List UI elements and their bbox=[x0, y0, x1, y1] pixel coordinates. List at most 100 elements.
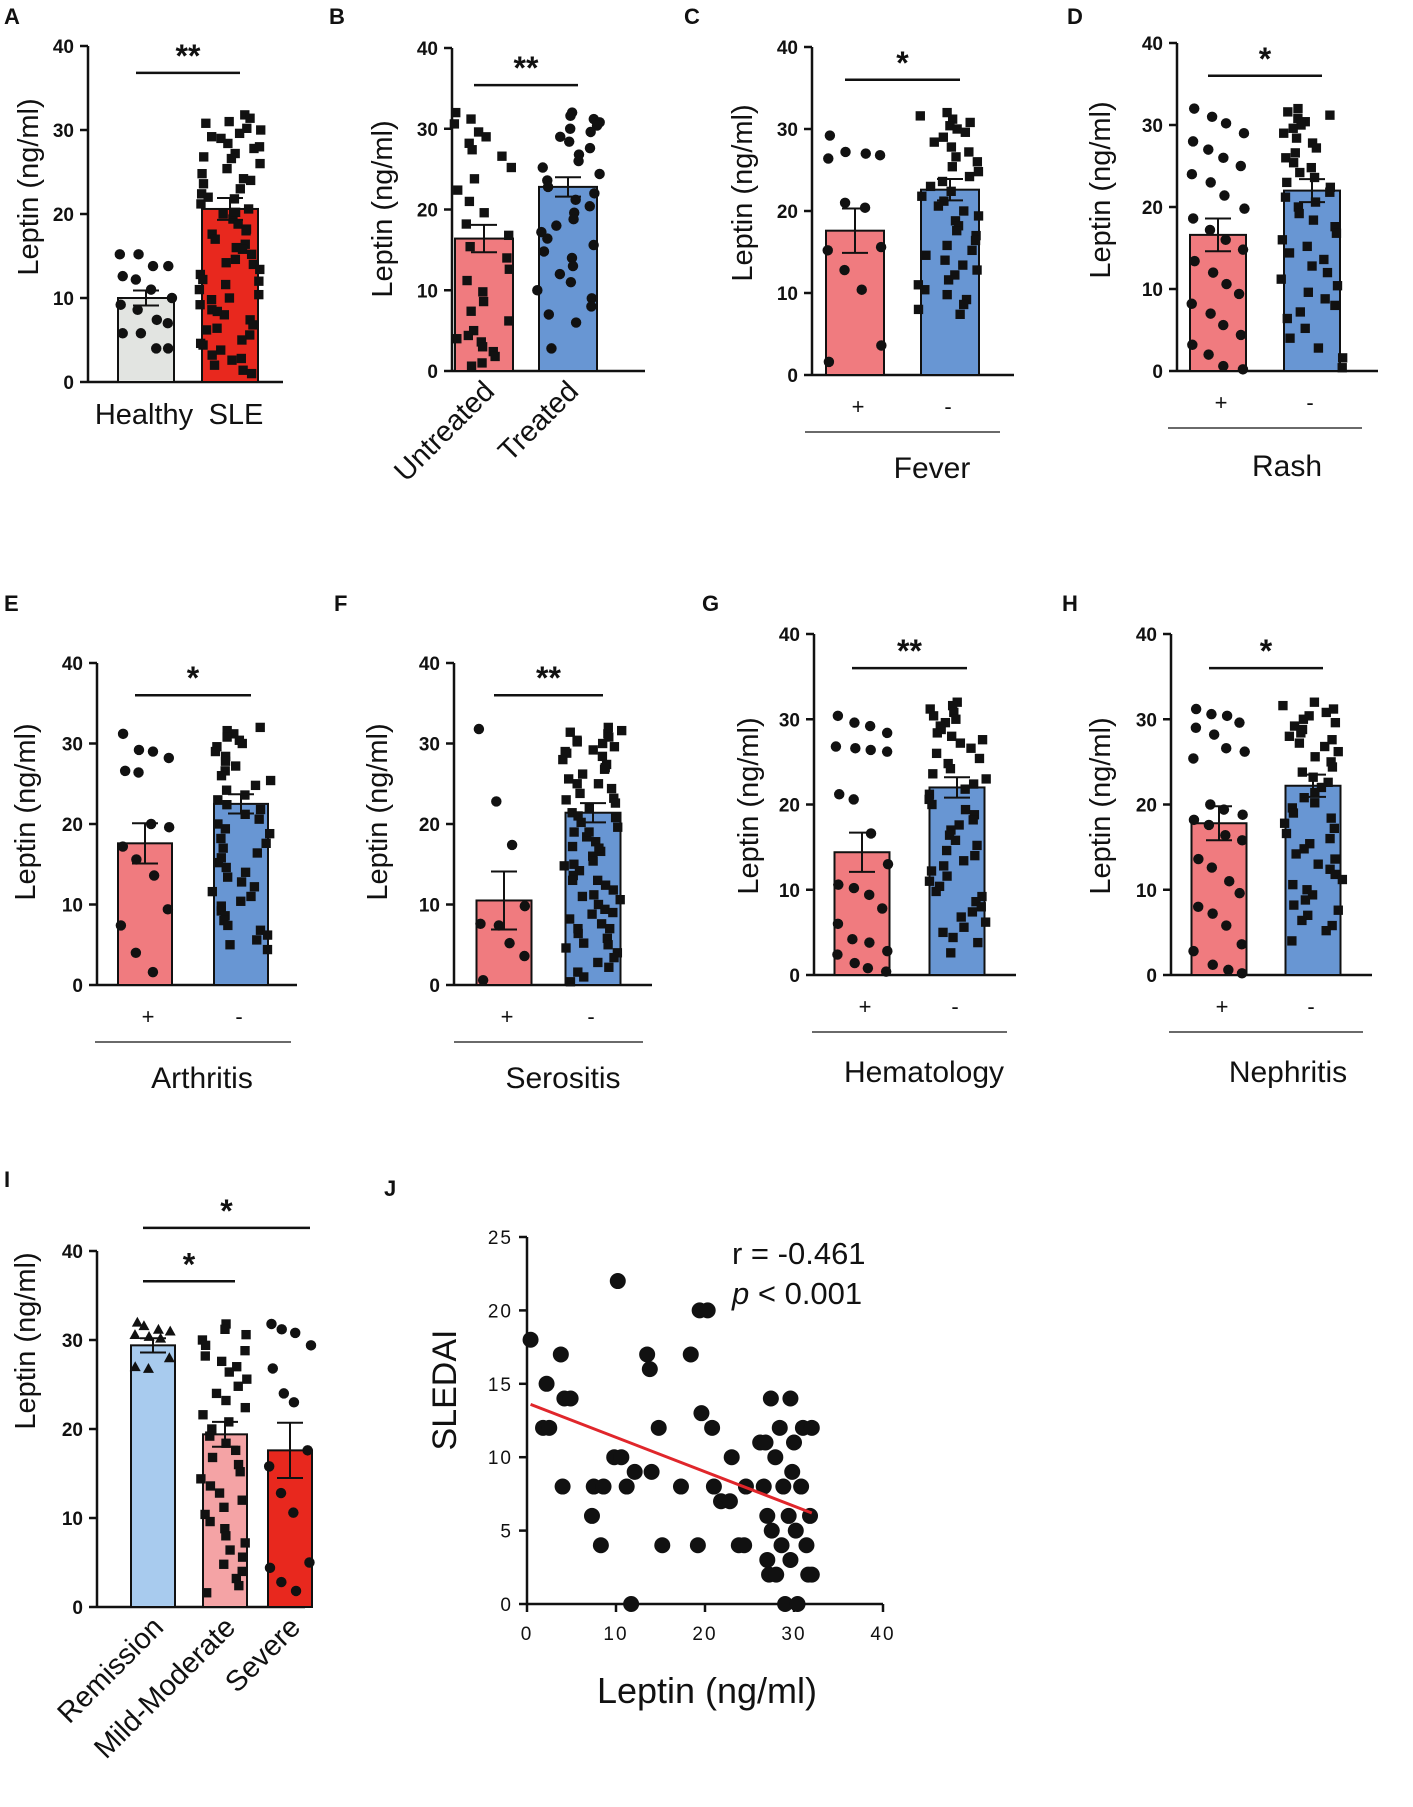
data-point-e bbox=[133, 767, 144, 778]
data-point-i bbox=[200, 1509, 210, 1520]
data-point-e bbox=[213, 857, 224, 868]
data-point-a bbox=[237, 335, 247, 345]
data-point-b bbox=[570, 317, 582, 328]
data-point-i bbox=[224, 1367, 234, 1377]
data-point-i bbox=[266, 1318, 277, 1330]
data-point-h bbox=[1236, 968, 1248, 979]
panel-f: F Leptin (ng/ml) 0 10 20 30 40 + - ** Serositis bbox=[334, 591, 652, 1095]
scatter-point-j bbox=[803, 1566, 820, 1583]
scatter-point-j bbox=[623, 1596, 640, 1612]
data-point-d bbox=[1337, 363, 1347, 373]
data-point-e bbox=[147, 966, 159, 978]
data-point-a bbox=[197, 169, 207, 179]
data-point-a bbox=[242, 123, 252, 133]
significance-stars-b: ** bbox=[514, 50, 539, 86]
data-point-g bbox=[954, 820, 964, 830]
data-point-b bbox=[506, 162, 516, 173]
data-point-b bbox=[567, 260, 579, 272]
data-point-e bbox=[223, 920, 233, 931]
data-point-f bbox=[604, 732, 614, 742]
data-point-d bbox=[1293, 103, 1303, 114]
data-point-g bbox=[968, 815, 978, 825]
data-point-f bbox=[569, 827, 579, 837]
r-annotation: r = -0.461 bbox=[732, 1236, 866, 1271]
data-point-d bbox=[1280, 192, 1291, 202]
data-point-f bbox=[613, 822, 623, 832]
data-point-i bbox=[235, 1467, 245, 1477]
category-label-b: Untreated bbox=[388, 375, 501, 488]
data-point-e bbox=[265, 828, 275, 839]
data-point-i bbox=[198, 1410, 208, 1420]
data-point-f bbox=[572, 779, 582, 789]
data-point-h bbox=[1224, 876, 1235, 887]
data-point-d bbox=[1221, 278, 1232, 290]
data-point-a bbox=[196, 189, 207, 199]
scatter-point-j bbox=[639, 1346, 656, 1363]
y-axis-label-d: Leptin (ng/ml) bbox=[1085, 101, 1117, 278]
bar-a-0 bbox=[117, 297, 175, 383]
data-point-g bbox=[946, 825, 956, 835]
data-point-e bbox=[207, 886, 217, 897]
significance-stars-i: * bbox=[183, 1246, 196, 1282]
data-point-f bbox=[493, 920, 505, 931]
data-point-b bbox=[551, 220, 562, 231]
y-tick-label-j: 15 bbox=[488, 1375, 513, 1396]
data-point-c bbox=[913, 280, 924, 290]
data-point-e bbox=[249, 882, 260, 892]
data-point-h bbox=[1316, 782, 1327, 793]
data-point-i bbox=[200, 1351, 210, 1361]
data-point-b bbox=[468, 325, 479, 336]
data-point-a bbox=[163, 260, 174, 272]
data-point-c bbox=[950, 270, 960, 280]
data-point-f bbox=[563, 774, 574, 784]
data-point-h bbox=[1333, 905, 1343, 915]
data-point-c bbox=[961, 294, 972, 305]
data-point-b bbox=[532, 285, 543, 296]
data-point-a bbox=[212, 306, 222, 317]
data-point-b bbox=[546, 343, 557, 354]
data-point-g bbox=[928, 769, 938, 779]
data-point-c bbox=[959, 299, 969, 310]
data-point-h bbox=[1302, 885, 1312, 895]
panel-g: G Leptin (ng/ml) 0 10 20 30 40 + - ** Hematolog… bbox=[702, 591, 1016, 1089]
data-point-d bbox=[1186, 168, 1198, 180]
data-point-c bbox=[953, 221, 964, 231]
category-label-b: Treated bbox=[492, 375, 585, 468]
data-point-f bbox=[584, 827, 594, 837]
y-tick-label-j: 5 bbox=[500, 1522, 513, 1543]
data-point-g bbox=[830, 741, 842, 752]
scatter-point-j bbox=[592, 1537, 609, 1554]
data-point-a bbox=[227, 355, 237, 365]
y-axis-label-f: Leptin (ng/ml) bbox=[362, 723, 394, 900]
data-point-d bbox=[1291, 133, 1302, 143]
data-point-g bbox=[927, 799, 937, 810]
y-tick-label-e: 10 bbox=[62, 896, 83, 917]
data-point-f bbox=[588, 745, 598, 755]
data-point-f bbox=[603, 722, 613, 733]
data-point-h bbox=[1188, 814, 1200, 826]
y-tick-label-g: 10 bbox=[779, 881, 800, 902]
data-point-g bbox=[969, 810, 980, 820]
scatter-point-j bbox=[522, 1331, 539, 1348]
data-point-d bbox=[1206, 111, 1218, 123]
category-sign-d: + bbox=[1215, 390, 1228, 415]
y-tick-label-j: 10 bbox=[488, 1448, 513, 1469]
data-point-f bbox=[579, 938, 589, 948]
data-point-e bbox=[210, 746, 221, 757]
data-point-a bbox=[243, 204, 254, 214]
data-point-g bbox=[959, 922, 969, 932]
data-point-a bbox=[151, 343, 162, 354]
data-point-g bbox=[934, 881, 945, 892]
data-point-e bbox=[222, 725, 232, 736]
data-point-i bbox=[211, 1388, 222, 1399]
data-point-e bbox=[229, 729, 239, 739]
data-point-i bbox=[220, 1524, 230, 1534]
data-point-c bbox=[839, 264, 850, 276]
y-tick-label-b: 0 bbox=[427, 362, 438, 383]
data-point-e bbox=[131, 854, 142, 865]
data-point-e bbox=[216, 906, 226, 916]
y-tick-label-d: 30 bbox=[1142, 116, 1163, 137]
scatter-point-j bbox=[618, 1478, 635, 1495]
data-point-g bbox=[945, 764, 956, 774]
data-point-g bbox=[931, 886, 941, 897]
